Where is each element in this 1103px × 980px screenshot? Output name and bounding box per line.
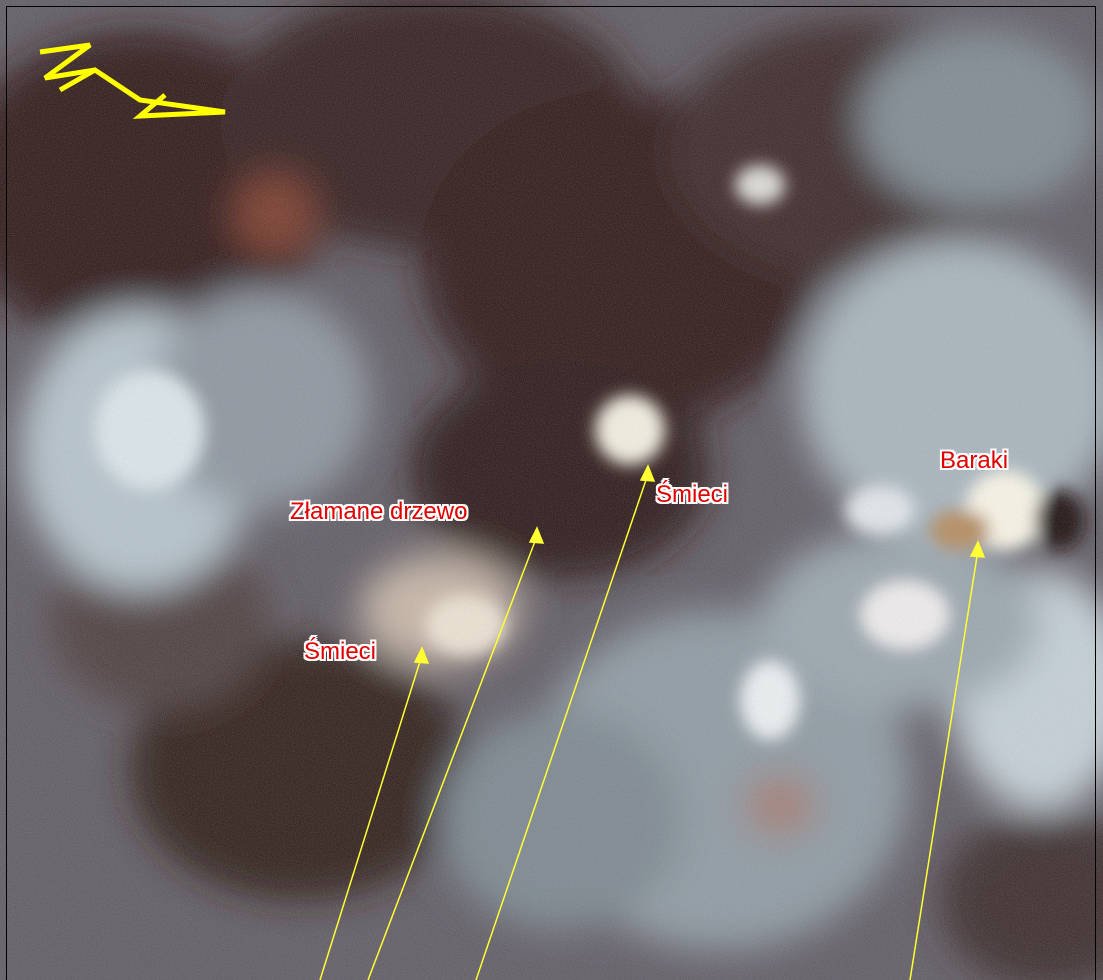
label-barracks: Baraki (940, 447, 1009, 474)
label-trash-right: Śmieci (656, 481, 729, 508)
label-broken-tree: Złamane drzewo (290, 498, 468, 525)
label-trash-left: Śmieci (304, 638, 377, 665)
